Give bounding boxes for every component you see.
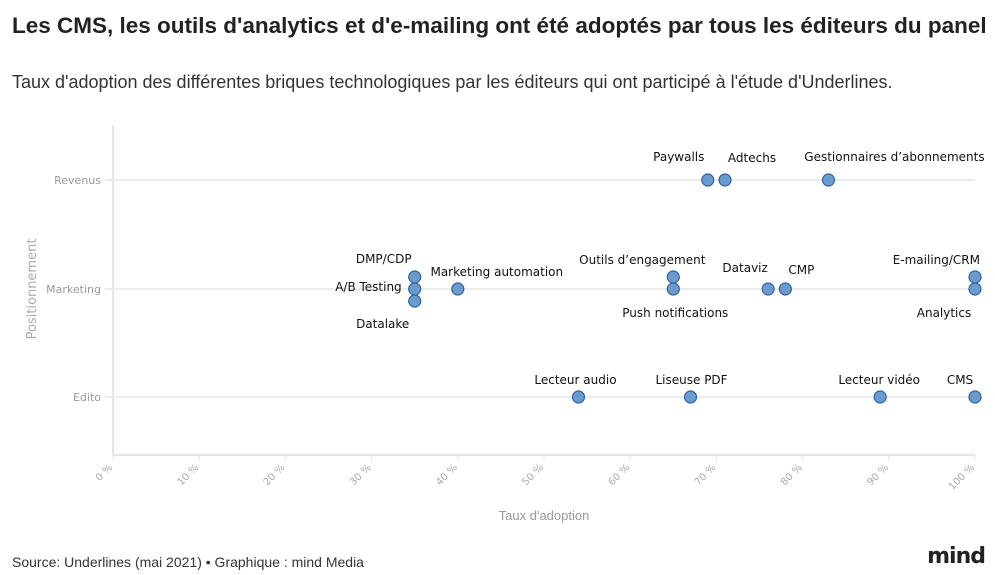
- data-point: [873, 390, 887, 404]
- data-label: E-mailing/CRM: [893, 253, 980, 267]
- x-tick-label: 60 %: [607, 462, 633, 488]
- source-note: Source: Underlines (mai 2021) • Graphiqu…: [12, 554, 364, 570]
- x-tick-label: 90 %: [865, 462, 891, 488]
- data-label: Gestionnaires d’abonnements: [804, 150, 984, 164]
- y-tick-label: Marketing: [46, 283, 101, 296]
- x-tick-label: 10 %: [176, 462, 202, 488]
- data-label: DMP/CDP: [356, 252, 412, 266]
- y-axis-title: Positionnement: [25, 239, 40, 340]
- x-tick-label: 70 %: [693, 462, 719, 488]
- chart-subtitle: Taux d'adoption des différentes briques …: [12, 72, 893, 92]
- data-point: [451, 282, 465, 296]
- data-point: [718, 173, 732, 187]
- data-label: Marketing automation: [430, 265, 563, 279]
- data-point: [571, 390, 586, 404]
- data-point: [683, 390, 698, 404]
- x-tick-label: 100 %: [947, 462, 977, 492]
- data-label: CMP: [788, 263, 814, 277]
- data-label: Lecteur audio: [534, 373, 616, 387]
- x-tick-label: 40 %: [434, 462, 460, 488]
- data-label: CMS: [947, 373, 973, 387]
- data-label: Liseuse PDF: [655, 373, 727, 387]
- data-label: Analytics: [917, 306, 972, 320]
- data-point: [778, 282, 792, 296]
- data-label: A/B Testing: [335, 280, 402, 294]
- data-point: [408, 282, 422, 296]
- data-label: Outils d’engagement: [579, 253, 706, 267]
- data-label: Push notifications: [622, 306, 728, 320]
- data-label: Lecteur vidéo: [838, 373, 920, 387]
- data-point: [761, 282, 775, 296]
- data-point: [968, 390, 982, 404]
- data-point: [821, 173, 836, 187]
- data-point: [408, 294, 422, 308]
- data-label: Adtechs: [728, 151, 776, 165]
- chart-title: Les CMS, les outils d'analytics et d'e-m…: [12, 13, 987, 38]
- x-tick-label: 50 %: [520, 462, 546, 488]
- chart: Revenus Marketing Edito 0 % 10 % 20 % 30 % 40 %…: [25, 125, 985, 523]
- x-tick-label: 20 %: [262, 462, 288, 488]
- x-tick-label: 0 %: [94, 462, 115, 483]
- data-point: [408, 270, 422, 284]
- data-point: [666, 270, 680, 284]
- data-label: Datalake: [356, 317, 409, 331]
- data-point: [968, 282, 982, 296]
- y-tick-label: Edito: [73, 391, 101, 404]
- x-axis-title: Taux d'adoption: [499, 508, 590, 523]
- y-tick-label: Revenus: [54, 174, 101, 187]
- data-label: Paywalls: [653, 150, 704, 164]
- mind-logo: mind: [927, 544, 986, 569]
- x-tick-label: 80 %: [779, 462, 805, 488]
- data-point: [666, 282, 680, 296]
- data-point: [968, 270, 982, 284]
- data-point: [701, 173, 715, 187]
- data-label: Dataviz: [722, 261, 767, 275]
- x-tick-label: 30 %: [348, 462, 374, 488]
